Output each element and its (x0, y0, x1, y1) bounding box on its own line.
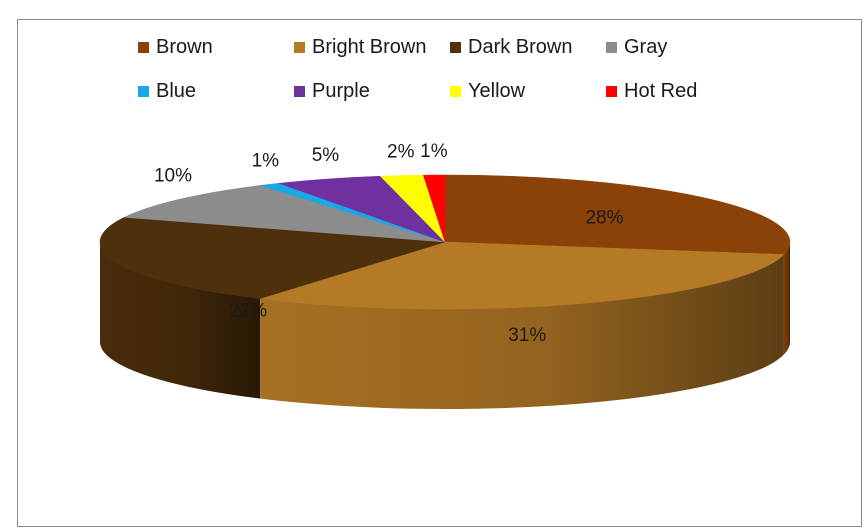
slice-brown (444, 174, 791, 255)
legend-label-brown: Brown (156, 36, 213, 58)
legend-item-blue: Blue (138, 80, 196, 103)
data-label-gray: 10% (154, 165, 192, 186)
slice-side-shade-brown (783, 242, 790, 355)
legend-swatch-bright-brown (294, 42, 305, 53)
legend-swatch-gray (606, 42, 617, 53)
legend-swatch-hot-red (606, 86, 617, 97)
legend-item-hot-red: Hot Red (606, 80, 697, 103)
legend-label-dark-brown: Dark Brown (468, 36, 573, 58)
legend-swatch-dark-brown (450, 42, 461, 53)
pie-labels: 28%31%22%10%1% 5% 2% 1% (154, 141, 624, 346)
legend-item-gray: Gray (606, 36, 667, 59)
slice-side-shade-bright-brown (260, 254, 784, 409)
slice-dark-brown (99, 217, 446, 299)
legend-swatch-purple (294, 86, 305, 97)
legend-item-purple: Purple (294, 80, 370, 103)
data-label-purple: 5% (312, 145, 340, 166)
slice-gray (123, 185, 446, 243)
legend-swatch-blue (138, 86, 149, 97)
chart-frame: Brown Bright Brown Dark Brown Gray Blue Purpl… (17, 19, 862, 527)
data-label-brown: 28% (585, 207, 623, 228)
legend-item-brown: Brown (138, 36, 213, 59)
data-label-dark-brown: 22% (229, 300, 267, 321)
legend-swatch-yellow (450, 86, 461, 97)
data-label-hot-red: 1% (420, 141, 448, 162)
pie-tops (99, 174, 791, 310)
slice-hot-red (422, 174, 446, 243)
legend-item-yellow: Yellow (450, 80, 525, 103)
legend-label-yellow: Yellow (468, 80, 526, 102)
pie-sides (100, 242, 790, 409)
legend-label-purple: Purple (312, 80, 370, 102)
data-label-yellow: 2% (387, 142, 415, 163)
slice-side-shade-dark-brown (100, 242, 261, 399)
pie-chart: 28%31%22%10%1% 5% 2% 1% (99, 141, 791, 409)
legend-label-gray: Gray (624, 36, 668, 58)
data-label-bright-brown: 31% (508, 325, 546, 346)
legend-label-bright-brown: Bright Brown (312, 36, 427, 58)
legend-item-dark-brown: Dark Brown (450, 36, 572, 59)
data-label-blue: 1% (252, 150, 280, 171)
legend-label-blue: Blue (156, 80, 197, 102)
legend-item-bright-brown: Bright Brown (294, 36, 427, 59)
legend-label-hot-red: Hot Red (624, 80, 698, 102)
legend-swatch-brown (138, 42, 149, 53)
